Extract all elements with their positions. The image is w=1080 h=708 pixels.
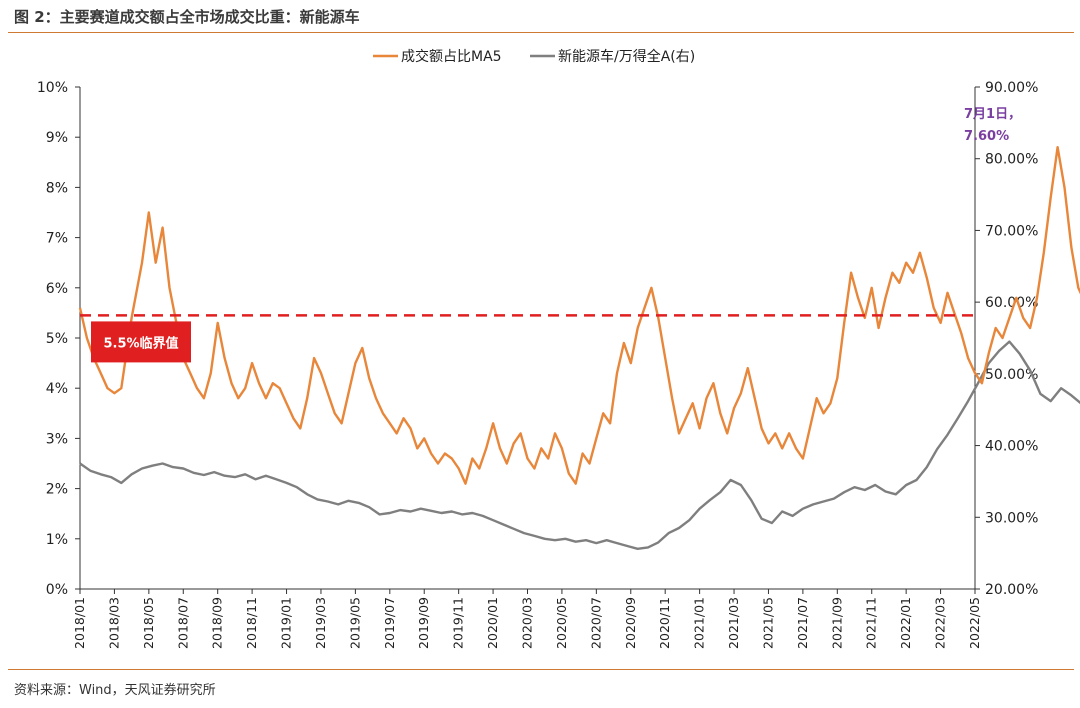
right-tick-label: 90.00% [985,80,1038,96]
left-tick-label: 3% [46,431,68,447]
left-tick-label: 10% [37,80,68,96]
threshold-layer: 5.5%临界值 [80,314,975,363]
top-rule [8,32,1074,33]
x-tick-label: 2020/11 [657,597,672,649]
left-tick-label: 5% [46,331,68,347]
x-tick-label: 2021/03 [726,597,741,649]
threshold-label: 5.5%临界值 [103,335,178,351]
x-tick-label: 2021/07 [795,597,810,649]
legend: 成交额占比MA5 新能源车/万得全A(右) [373,48,695,65]
x-tick-label: 2020/05 [554,597,569,649]
series-line-nev [79,340,1080,550]
x-tick-label: 2019/05 [347,597,362,649]
left-tick-label: 6% [46,281,68,297]
x-tick-label: 2019/11 [451,597,466,649]
x-tick-label: 2019/03 [313,597,328,649]
right-tick-label: 40.00% [985,439,1038,455]
x-tick-label: 2021/05 [760,597,775,649]
legend-label-ma5: 成交额占比MA5 [401,48,502,65]
right-tick-label: 70.00% [985,223,1038,239]
x-tick-label: 2019/09 [416,597,431,649]
series-line-ma5 [78,146,1080,485]
right-tick-label: 30.00% [985,510,1038,526]
right-axis-ticks: 20.00% 30.00% 40.00% 50.00% 60.00% 70.00% 80.0… [975,80,1038,598]
x-tick-label: 2018/09 [210,597,225,649]
right-tick-label: 60.00% [985,295,1038,311]
x-tick-label: 2022/05 [967,597,982,649]
right-tick-label: 50.00% [985,367,1038,383]
left-axis-ticks: 0% 1% 2% 3% 4% 5% 6% 7% 8% 9% 10% [37,80,80,598]
x-tick-label: 2019/07 [382,597,397,649]
x-tick-label: 2020/03 [520,597,535,649]
series-layer [78,146,1080,550]
x-tick-label: 2018/03 [106,597,121,649]
x-tick-label: 2021/09 [829,597,844,649]
x-axis-ticks: 2018/01 2018/03 2018/05 2018/07 2018/09 2018/… [72,589,982,649]
annotation-layer: 7月1日， 7.60% [964,107,1021,144]
left-tick-label: 2% [46,482,68,498]
left-tick-label: 8% [46,180,68,196]
x-tick-label: 2022/01 [898,597,913,649]
left-tick-label: 4% [46,381,68,397]
x-tick-label: 2018/11 [244,597,259,649]
right-tick-label: 20.00% [985,582,1038,598]
left-tick-label: 9% [46,130,68,146]
x-tick-label: 2020/09 [623,597,638,649]
x-tick-label: 2020/07 [588,597,603,649]
x-tick-label: 2018/01 [72,597,87,649]
left-tick-label: 1% [46,532,68,548]
annotation-line: 7月1日， [964,107,1021,122]
x-tick-label: 2018/05 [141,597,156,649]
x-tick-label: 2022/03 [933,597,948,649]
left-tick-label: 0% [46,582,68,598]
figure-title: 图 2：主要赛道成交额占全市场成交比重：新能源车 [14,8,360,26]
source-note: 资料来源：Wind，天风证券研究所 [14,683,216,698]
x-tick-label: 2018/07 [175,597,190,649]
annotation-line: 7.60% [964,129,1009,144]
axes [79,87,976,590]
bottom-rule [8,669,1074,670]
threshold-label-box [91,321,191,363]
x-tick-label: 2019/01 [279,597,294,649]
x-tick-label: 2021/11 [864,597,879,649]
left-tick-label: 7% [46,231,68,247]
x-tick-label: 2020/01 [485,597,500,649]
x-tick-label: 2021/01 [692,597,707,649]
right-tick-label: 80.00% [985,152,1038,168]
legend-label-nev: 新能源车/万得全A(右) [558,48,695,65]
